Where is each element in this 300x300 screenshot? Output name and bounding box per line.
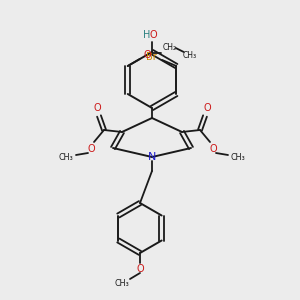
Text: O: O (209, 144, 217, 154)
Text: O: O (144, 50, 152, 60)
Text: O: O (203, 103, 211, 113)
Text: CH₃: CH₃ (231, 154, 245, 163)
Text: N: N (148, 152, 156, 162)
Text: CH₃: CH₃ (58, 154, 74, 163)
Text: CH₂: CH₂ (163, 44, 177, 52)
Text: H: H (143, 30, 151, 40)
Text: CH₃: CH₃ (183, 50, 197, 59)
Text: O: O (87, 144, 95, 154)
Text: Br: Br (146, 52, 157, 62)
Text: O: O (136, 264, 144, 274)
Text: O: O (149, 30, 157, 40)
Text: CH₃: CH₃ (115, 278, 129, 287)
Text: O: O (93, 103, 101, 113)
